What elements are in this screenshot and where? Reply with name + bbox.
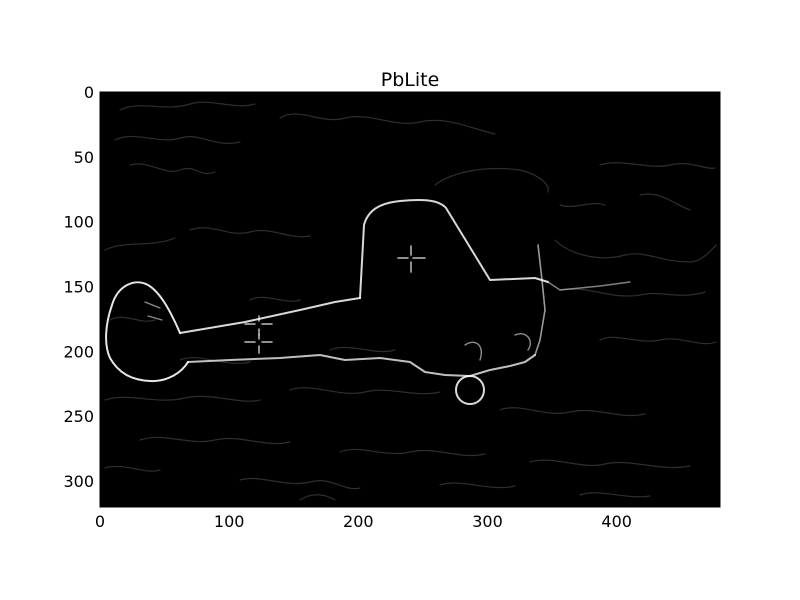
axes-frame [99, 91, 721, 508]
y-tick-label: 200 [63, 342, 94, 361]
y-tick-label: 250 [63, 407, 94, 426]
figure-title: PbLite [381, 69, 440, 91]
airplane-edges [105, 198, 631, 405]
y-tick-label: 50 [74, 148, 94, 167]
image-panel [99, 91, 721, 508]
x-tick-label: 300 [472, 512, 503, 531]
y-tick-label: 150 [63, 278, 94, 297]
x-tick-label: 400 [601, 512, 632, 531]
x-axis-ticks: 0 100 200 300 400 [95, 92, 632, 531]
x-tick-label: 0 [95, 512, 105, 531]
y-axis-ticks: 0 50 100 150 200 250 300 [63, 83, 720, 491]
image-background [100, 92, 720, 507]
x-tick-label: 100 [214, 512, 245, 531]
background-texture-edges [104, 101, 717, 501]
y-tick-label: 0 [84, 83, 94, 102]
y-tick-label: 100 [63, 213, 94, 232]
y-tick-label: 300 [63, 472, 94, 491]
x-tick-label: 200 [343, 512, 374, 531]
